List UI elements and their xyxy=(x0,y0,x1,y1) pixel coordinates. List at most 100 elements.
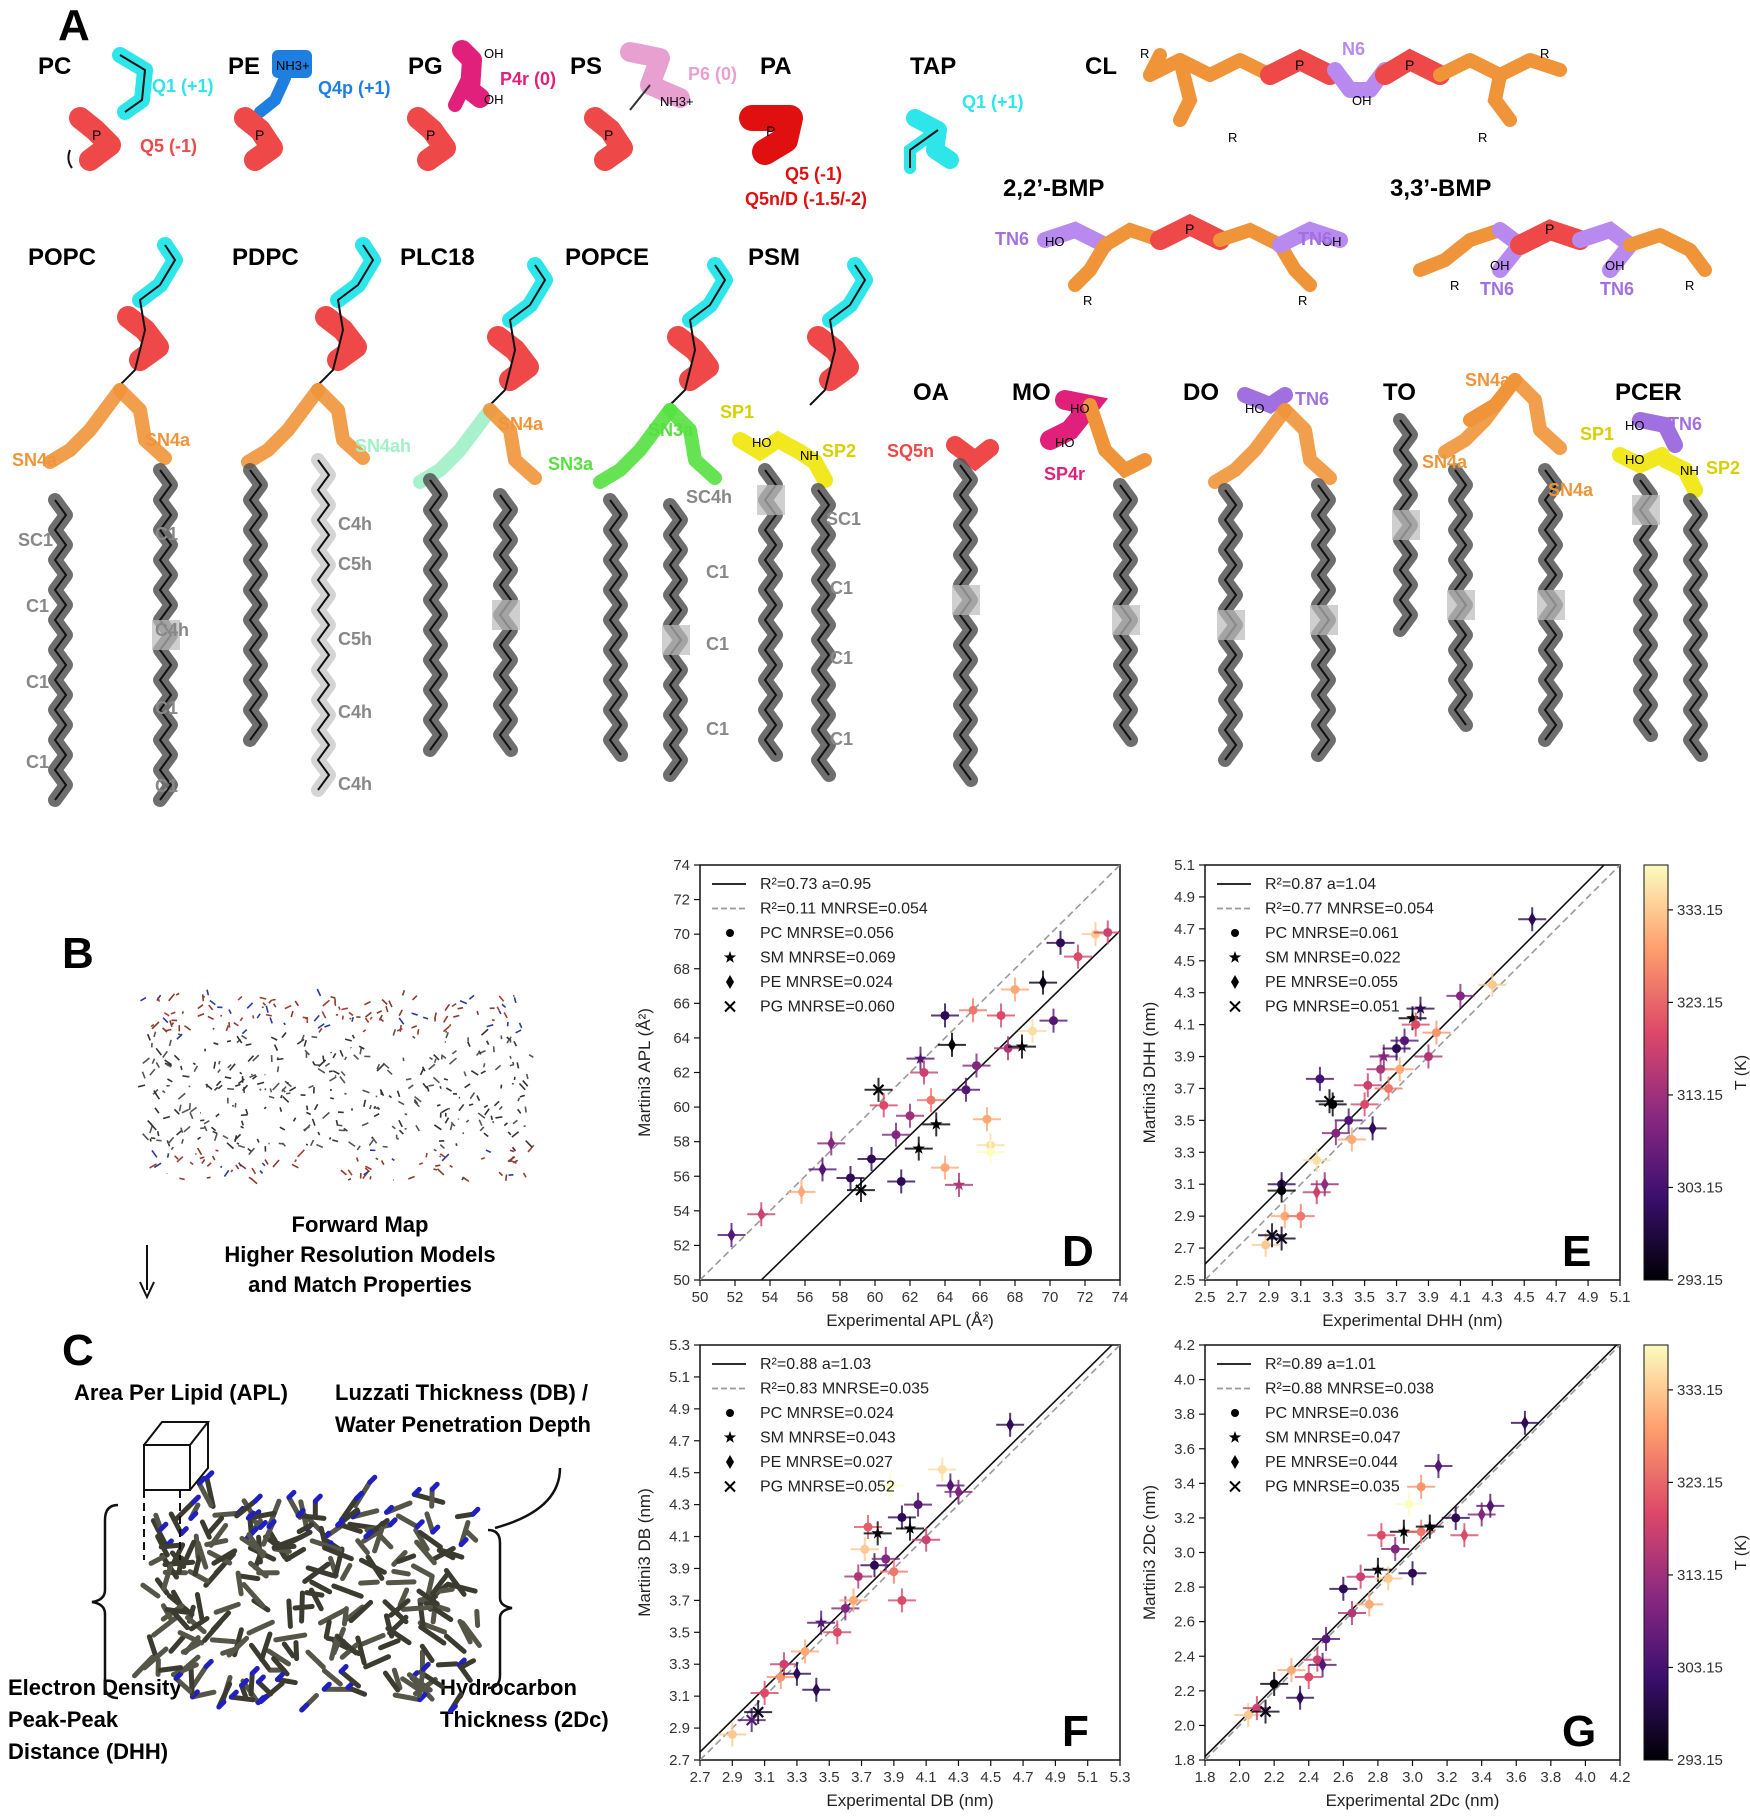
svg-text:P: P xyxy=(766,123,775,139)
bilayer-b-atom-bond xyxy=(203,1119,210,1125)
y-tick-label: 4.0 xyxy=(1174,1372,1195,1389)
bilayer-b-atom-bond xyxy=(350,1046,352,1049)
bilayer-b-atom-bond xyxy=(363,1170,370,1176)
legend-entry-label: SM MNRSE=0.022 xyxy=(1265,950,1401,967)
x-tick-label: 3.3 xyxy=(786,1769,807,1786)
legend-entry-label: R²=0.89 a=1.01 xyxy=(1265,1356,1376,1373)
y-tick-label: 4.5 xyxy=(669,1465,690,1482)
bilayer-b-atom-bond xyxy=(272,1082,280,1091)
bilayer-b-atom-bond xyxy=(247,1055,255,1063)
bilayer-b-atom-bond xyxy=(215,1113,220,1118)
bmp22-bead-tn6-1: TN6 xyxy=(995,229,1029,249)
pe-bead-q4p: Q4p (+1) xyxy=(318,78,391,98)
bilayer-b-atom-bond xyxy=(264,1159,269,1165)
bilayer-b-atom-bond xyxy=(449,1123,453,1131)
bilayer-b-atom-bond xyxy=(428,1084,434,1087)
bilayer-b-atom-bond xyxy=(363,1099,367,1107)
bilayer-c-headgroup-bead xyxy=(245,1510,256,1521)
legend-entry-label: R²=0.77 MNRSE=0.054 xyxy=(1265,901,1434,918)
bilayer-b-atom-bond xyxy=(268,1095,275,1099)
svg-text:P: P xyxy=(1545,221,1554,237)
popc-label-c1-6: C1 xyxy=(155,776,178,796)
data-point-pc xyxy=(1411,1020,1421,1030)
bilayer-c-bead-segment xyxy=(340,1562,353,1582)
x-axis-label: Experimental DB (nm) xyxy=(826,1791,993,1810)
data-point-sm xyxy=(1414,1002,1427,1014)
data-point-pc xyxy=(921,1535,931,1545)
legend-entry-label: PC MNRSE=0.061 xyxy=(1265,925,1399,942)
bilayer-b-atom-bond xyxy=(142,1057,150,1064)
bilayer-b-atom-bond xyxy=(503,1012,508,1019)
bilayer-b-atom-bond xyxy=(511,1146,517,1152)
bmp33-bead-tn6-2: TN6 xyxy=(1600,279,1634,299)
lipid-name-do: DO xyxy=(1183,379,1219,406)
legend-entry-label: PG MNRSE=0.051 xyxy=(1265,999,1400,1016)
oa-sq5n-bead xyxy=(946,436,999,472)
bilayer-b-atom-bond xyxy=(149,1068,156,1076)
bmp33-headgroup-structure: P xyxy=(1413,219,1712,278)
bilayer-b-atom-bond xyxy=(519,1094,525,1098)
bilayer-b-atom-bond xyxy=(496,1006,500,1011)
bilayer-b-atom-bond xyxy=(458,1103,465,1112)
x-tick-label: 56 xyxy=(797,1289,814,1306)
bilayer-b-atom-bond xyxy=(328,1137,332,1140)
data-point-pe xyxy=(1460,1528,1469,1543)
bilayer-b-atom-bond xyxy=(522,1172,527,1178)
y-tick-label: 62 xyxy=(673,1065,690,1082)
legend-pg-marker xyxy=(1229,1480,1241,1493)
pdpc-label-c4h-1: C4h xyxy=(338,514,372,534)
bilayer-b-atom-bond xyxy=(411,1025,418,1029)
data-point-pc xyxy=(1280,1211,1290,1221)
bilayer-c-headgroup-bead xyxy=(178,1526,189,1537)
mo-sp4r-bead xyxy=(1040,390,1109,450)
bilayer-b-atom-bond xyxy=(441,1108,449,1114)
bilayer-b-atom-bond xyxy=(156,1131,160,1137)
data-point-pe xyxy=(812,1682,821,1697)
bilayer-c-headgroup-bead xyxy=(299,1702,310,1713)
bilayer-b-atom-bond xyxy=(381,998,388,1005)
bilayer-b-atom-bond xyxy=(439,1155,442,1158)
bilayer-b-atom-bond xyxy=(290,1010,294,1018)
bilayer-c-bead-segment xyxy=(195,1540,209,1570)
colorbar-tick-label: 303.15 xyxy=(1677,1179,1723,1196)
bilayer-b-atom-bond xyxy=(218,1060,221,1065)
popc-sn1-chain-bonds xyxy=(53,499,68,801)
y-tick-label: 4.9 xyxy=(669,1401,690,1418)
bilayer-b-atom-bond xyxy=(491,1018,495,1022)
bilayer-c-bead-segment xyxy=(237,1573,261,1582)
x-tick-label: 3.0 xyxy=(1402,1769,1423,1786)
data-point-sm xyxy=(1371,1563,1385,1576)
pcer-label-tn6: TN6 xyxy=(1668,414,1702,434)
bilayer-c-bead-segment xyxy=(338,1495,360,1523)
bilayer-b-atom-bond xyxy=(151,1058,156,1065)
bilayer-b-atom-bond xyxy=(349,1017,352,1020)
bilayer-c-bead-segment xyxy=(400,1676,419,1691)
bilayer-c-headgroup-bead xyxy=(417,1692,428,1703)
bilayer-b-atom-bond xyxy=(151,1149,158,1158)
data-point-pc xyxy=(760,1688,770,1698)
bilayer-c-headgroup-bead xyxy=(420,1661,431,1672)
data-point-pc xyxy=(853,1571,863,1581)
bilayer-b-atom-bond xyxy=(176,1129,183,1136)
x-axis-label: Experimental DHH (nm) xyxy=(1322,1311,1502,1330)
bilayer-c-headgroup-bead xyxy=(338,1663,349,1674)
bilayer-b-atom-bond xyxy=(309,1139,315,1147)
bilayer-b-atom-bond xyxy=(444,1003,451,1012)
data-point-pc xyxy=(1091,929,1100,939)
bilayer-b-atom-bond xyxy=(469,1092,476,1100)
bilayer-c-bead-segment xyxy=(248,1642,271,1671)
bilayer-b-atom-bond xyxy=(368,1104,372,1110)
y-tick-label: 4.3 xyxy=(1174,985,1195,1002)
bilayer-b-atom-bond xyxy=(262,1002,267,1006)
bilayer-c-headgroup-bead xyxy=(252,1493,263,1504)
data-point-pc xyxy=(1056,938,1065,948)
legend-entry-label: R²=0.88 a=1.03 xyxy=(760,1356,871,1373)
data-point-pc xyxy=(1451,1513,1461,1523)
bilayer-c-headgroup-bead xyxy=(158,1521,169,1532)
bilayer-b-atom-bond xyxy=(153,1031,157,1038)
lipid-name-pdpc: PDPC xyxy=(232,244,299,271)
data-point-pc xyxy=(1455,991,1465,1001)
psm-group-ho: HO xyxy=(752,435,772,450)
bilayer-b-atom-bond xyxy=(411,1012,418,1016)
panel-letter-c: C xyxy=(62,1326,94,1375)
